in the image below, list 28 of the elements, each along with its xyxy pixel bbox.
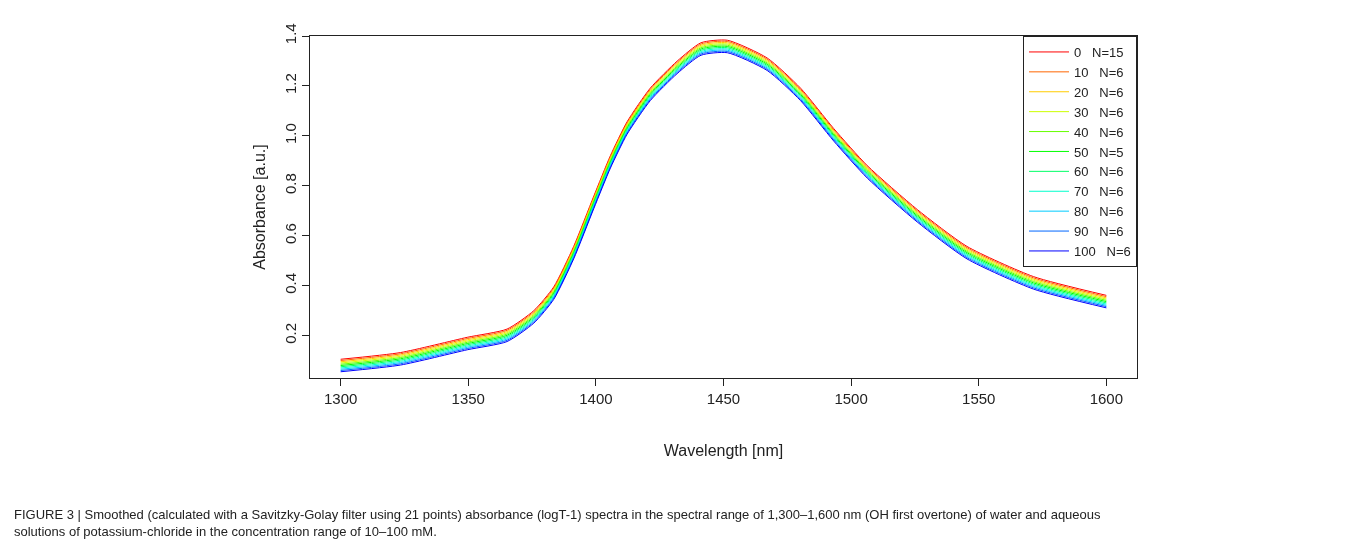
y-tick-label: 1.2	[282, 73, 299, 95]
legend-label: 10 N=6	[1074, 64, 1124, 80]
x-tick-label: 1450	[706, 390, 741, 407]
legend-label: 50 N=5	[1074, 144, 1124, 160]
legend-label: 100 N=6	[1074, 244, 1131, 260]
x-tick-label: 1600	[1089, 390, 1124, 407]
y-tick-label: 0.8	[282, 173, 299, 194]
legend-label: 20 N=6	[1074, 84, 1124, 100]
x-tick-label: 1400	[579, 390, 613, 407]
y-tick-label: 1.0	[282, 123, 299, 145]
legend-label: 60 N=6	[1074, 164, 1124, 180]
caption: FIGURE 3 | Smoothed (calculated with a Savitzky-Golay filter using 21 points) absorbance (logT-1) spectra in the spectral range of 1,300–1,600 nm (OH first overtone) of water and aqueous solutions of potassium-chloride in the concentration range of 10–100 mM.	[14, 507, 1102, 539]
legend-label: 70 N=6	[1074, 184, 1124, 200]
legend-label: 40 N=6	[1074, 124, 1124, 140]
legend-label: 80 N=6	[1074, 204, 1124, 220]
x-tick-label: 1500	[834, 390, 868, 407]
x-tick-label: 1550	[962, 390, 996, 407]
y-tick-label: 0.2	[282, 322, 299, 344]
y-tick-label: 1.4	[282, 23, 299, 45]
x-axis-title: Wavelength [nm]	[663, 441, 784, 459]
x-tick-label: 1300	[323, 390, 358, 407]
legend-label: 90 N=6	[1074, 224, 1124, 240]
x-tick-label: 1350	[451, 390, 485, 407]
y-tick-label: 0.4	[282, 272, 299, 294]
y-tick-label: 0.6	[282, 223, 299, 244]
legend-label: 0 N=15	[1074, 45, 1124, 61]
y-axis-title: Absorbance [a.u.]	[250, 144, 268, 270]
legend-label: 30 N=6	[1074, 104, 1124, 120]
